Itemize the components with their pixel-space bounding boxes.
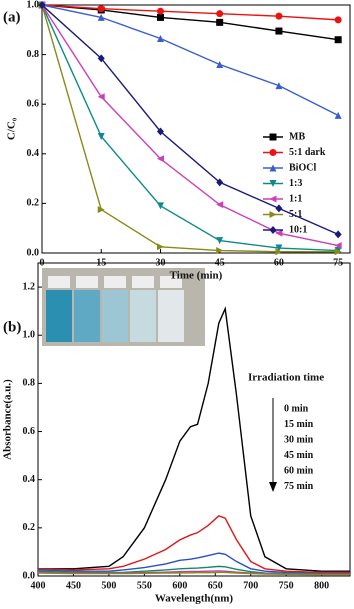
marker xyxy=(97,54,105,63)
x-tick-label: 500 xyxy=(101,580,116,591)
inset-photo xyxy=(42,268,205,346)
marker xyxy=(334,111,342,119)
legend-marker xyxy=(269,133,277,141)
y-tick-label: 1.0 xyxy=(27,0,40,10)
marker xyxy=(275,12,283,20)
series-line xyxy=(38,306,350,572)
series-line xyxy=(42,5,339,116)
marker xyxy=(156,243,164,251)
series-line xyxy=(42,5,339,41)
marker xyxy=(97,93,105,101)
marker xyxy=(156,127,164,136)
marker xyxy=(97,132,105,140)
annotation: Irradiation time xyxy=(248,372,324,384)
x-tick-label: 650 xyxy=(208,580,223,591)
legend-label: 5:1 xyxy=(289,209,302,220)
marker xyxy=(216,201,224,209)
legend-label: 60 min xyxy=(284,465,314,476)
x-tick-label: 700 xyxy=(243,580,258,591)
marker xyxy=(334,36,342,44)
marker xyxy=(156,155,164,163)
x-tick-label: 600 xyxy=(172,580,187,591)
marker xyxy=(216,10,224,18)
marker xyxy=(275,248,283,256)
marker xyxy=(334,242,342,250)
y-tick-label: 0.2 xyxy=(27,198,40,209)
series-line xyxy=(42,5,339,247)
legend-marker xyxy=(269,195,277,203)
x-axis-label: Wavelength(nm) xyxy=(155,593,234,605)
legend-marker xyxy=(269,164,277,172)
series-line xyxy=(42,5,339,253)
marker xyxy=(216,247,224,255)
series-line xyxy=(38,571,350,576)
marker xyxy=(275,27,283,35)
legend-marker xyxy=(269,226,277,234)
series-line xyxy=(42,5,339,252)
y-tick-label: 0.0 xyxy=(23,570,36,581)
y-tick-label: 0.2 xyxy=(23,522,36,533)
series-line xyxy=(42,5,339,21)
marker xyxy=(275,244,283,252)
legend-label: 75 min xyxy=(284,481,314,492)
marker xyxy=(156,202,164,210)
marker xyxy=(97,206,105,214)
series-line xyxy=(42,5,339,236)
legend-label: 45 min xyxy=(284,450,314,461)
x-tick-label: 800 xyxy=(314,580,329,591)
series-line xyxy=(38,515,350,574)
marker xyxy=(216,61,224,69)
marker xyxy=(97,13,105,21)
marker xyxy=(97,5,105,13)
panel-label: (a) xyxy=(3,9,21,25)
y-tick-label: 0.8 xyxy=(23,378,36,389)
y-axis-label: Absorbance(a.u.) xyxy=(2,379,14,460)
legend-label: 1:3 xyxy=(289,178,302,189)
marker xyxy=(216,237,224,245)
legend-label: 15 min xyxy=(284,419,314,430)
y-tick-label: 0.8 xyxy=(27,49,40,60)
y-tick-label: 1.0 xyxy=(23,330,36,341)
x-tick-label: 550 xyxy=(137,580,152,591)
x-axis-label: Time (min) xyxy=(170,270,223,282)
legend-label: BiOCl xyxy=(289,162,316,173)
marker xyxy=(334,230,342,239)
y-tick-label: 0.0 xyxy=(27,247,40,258)
legend-label: MB xyxy=(289,131,305,142)
marker xyxy=(38,1,46,9)
marker xyxy=(275,82,283,90)
y-tick-label: 0.6 xyxy=(27,98,40,109)
legend-marker xyxy=(269,211,277,218)
legend-marker xyxy=(269,149,277,156)
y-axis-label: C/C₀ xyxy=(6,117,18,140)
marker xyxy=(156,7,164,15)
plot-frame xyxy=(37,262,351,577)
x-tick-label: 450 xyxy=(66,580,81,591)
marker xyxy=(216,178,224,187)
x-tick-label: 750 xyxy=(279,580,294,591)
y-tick-label: 0.6 xyxy=(23,426,36,437)
panel-label: (b) xyxy=(3,319,21,335)
y-tick-label: 1.2 xyxy=(23,281,36,292)
legend-label: 10:1 xyxy=(289,224,307,235)
x-tick-label: 400 xyxy=(31,580,46,591)
series-line xyxy=(38,552,350,575)
arrow-head xyxy=(269,482,277,492)
legend-label: 1:1 xyxy=(289,193,302,204)
marker xyxy=(275,229,283,237)
marker xyxy=(334,16,342,24)
legend-label: 30 min xyxy=(284,434,314,445)
legend-marker xyxy=(269,180,277,187)
plot-frame xyxy=(41,4,351,254)
legend-label: 0 min xyxy=(284,403,309,414)
legend-label: 5:1 dark xyxy=(289,147,326,158)
marker xyxy=(156,13,164,21)
marker xyxy=(275,204,283,213)
y-tick-label: 0.4 xyxy=(27,148,40,159)
marker xyxy=(216,18,224,26)
marker xyxy=(156,34,164,42)
y-tick-label: 0.4 xyxy=(23,474,36,485)
marker xyxy=(334,248,342,256)
